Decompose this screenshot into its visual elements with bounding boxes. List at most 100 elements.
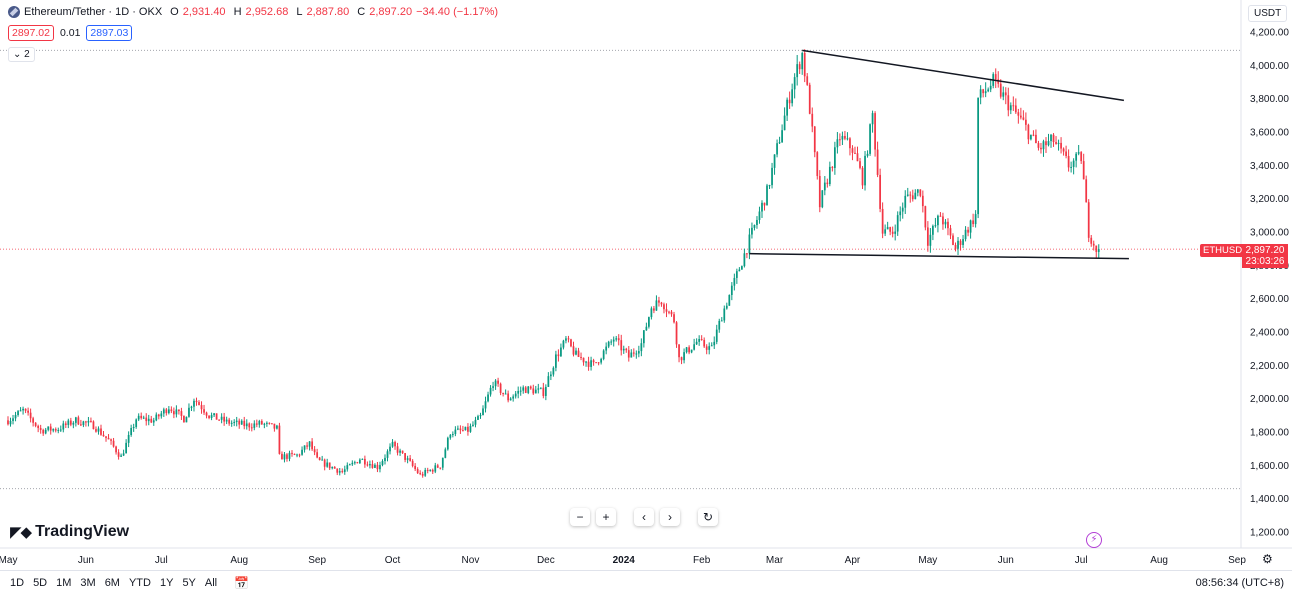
candle-body [389,446,391,452]
candle-body [19,410,22,412]
time-tick-label: Jun [998,555,1014,566]
candle-body [524,387,527,393]
time-tick-label: Jun [78,555,94,566]
candle-body [429,469,432,471]
scroll-left-button[interactable]: ‹ [634,508,654,526]
candle-body [1032,134,1035,136]
zoom-in-button[interactable]: + [596,508,616,526]
clock-display[interactable]: 08:56:34 (UTC+8) [1195,577,1284,589]
candle-body [353,462,356,464]
candle-body [147,418,150,422]
candle-body [788,99,791,104]
candle-body [713,341,716,346]
range-6m-button[interactable]: 6M [104,576,120,589]
indicators-toggle-button[interactable]: ⌄ 2 [8,47,35,62]
sell-price-button[interactable]: 2897.02 [8,25,54,41]
candle-body [886,227,889,230]
candle-body [69,420,72,425]
candle-body [1009,105,1012,111]
tradingview-logo[interactable]: ◤◆ TradingView [10,523,129,541]
candle-body [1060,142,1062,149]
trend-line[interactable] [749,252,1129,260]
candle-body [537,388,540,390]
candle-body [1045,141,1047,146]
candle-body [135,419,138,428]
calendar-icon[interactable]: 📅 [234,575,250,590]
candle-body [1067,156,1070,168]
candle-body [776,143,778,155]
currency-button[interactable]: USDT [1248,5,1288,22]
candle-body [751,227,753,235]
candle-body [700,339,703,341]
candle-body [685,347,688,353]
candle-body [1090,237,1093,244]
range-ytd-button[interactable]: YTD [128,576,151,589]
candle-body [542,387,545,396]
symbol-title[interactable]: Ethereum/Tether · 1D · OKX [24,6,163,18]
candle-body [59,429,62,431]
range-1d-button[interactable]: 1D [10,576,25,589]
candle-body [117,452,120,457]
candle-body [411,460,414,466]
candle-body [642,330,645,344]
candle-body [341,471,344,473]
candle-body [426,469,429,471]
candle-body [436,465,439,468]
candle-body [763,202,766,206]
price-tick-label: 3,800.00 [1250,94,1289,105]
range-1m-button[interactable]: 1M [56,576,72,589]
candle-body [522,387,525,391]
time-tick-label: 2024 [613,555,636,566]
candle-body [27,410,29,413]
candle-body [645,326,648,331]
candle-body [502,392,504,394]
reset-chart-button[interactable]: ↻ [698,508,718,526]
candle-body [844,135,846,139]
range-5d-button[interactable]: 5D [33,576,48,589]
candle-body [582,357,585,363]
price-tick-label: 4,200.00 [1250,28,1289,39]
range-5y-button[interactable]: 5Y [182,576,196,589]
candle-body [175,409,178,415]
range-1y-button[interactable]: 1Y [159,576,174,589]
range-all-button[interactable]: All [204,576,218,589]
lightning-icon[interactable]: ⚡ [1086,532,1102,548]
candle-body [866,153,869,156]
buy-price-button[interactable]: 2897.03 [86,25,133,41]
price-tick-label: 4,000.00 [1250,61,1289,72]
bar-countdown: 23:03:26 [1245,256,1285,267]
zoom-out-button[interactable]: − [570,508,590,526]
candle-body [864,155,866,186]
candle-body [64,423,67,425]
candle-body [311,441,313,450]
candle-body [313,449,316,453]
price-chart[interactable]: 4,200.00 4,000.00 3,800.00 3,600.00 3,400.00… [0,0,1292,570]
candle-body [632,352,635,354]
candle-body [959,240,962,245]
trend-line[interactable] [802,49,1125,102]
candle-body [260,421,263,425]
candle-body [957,240,959,249]
candle-body [743,253,746,267]
candle-body [514,393,517,397]
candle-body [967,229,969,233]
candle-body [710,345,713,347]
gear-icon[interactable]: ⚙ [1262,552,1273,566]
candle-body [152,420,155,423]
range-3m-button[interactable]: 3M [80,576,96,589]
candle-body [894,231,897,234]
candle-body [572,346,575,355]
price-tick-label: 3,400.00 [1250,161,1289,172]
price-tick-label: 2,200.00 [1250,361,1289,372]
candle-body [987,89,990,92]
time-tick-label: Sep [1228,555,1246,566]
candle-body [155,414,158,421]
scroll-right-button[interactable]: › [660,508,680,526]
open-key: O [170,6,179,18]
candle-body [703,339,706,347]
candle-body [610,341,613,343]
candle-body [401,450,404,454]
candle-body [356,462,359,464]
candle-body [333,466,336,469]
candle-body [1062,148,1065,152]
